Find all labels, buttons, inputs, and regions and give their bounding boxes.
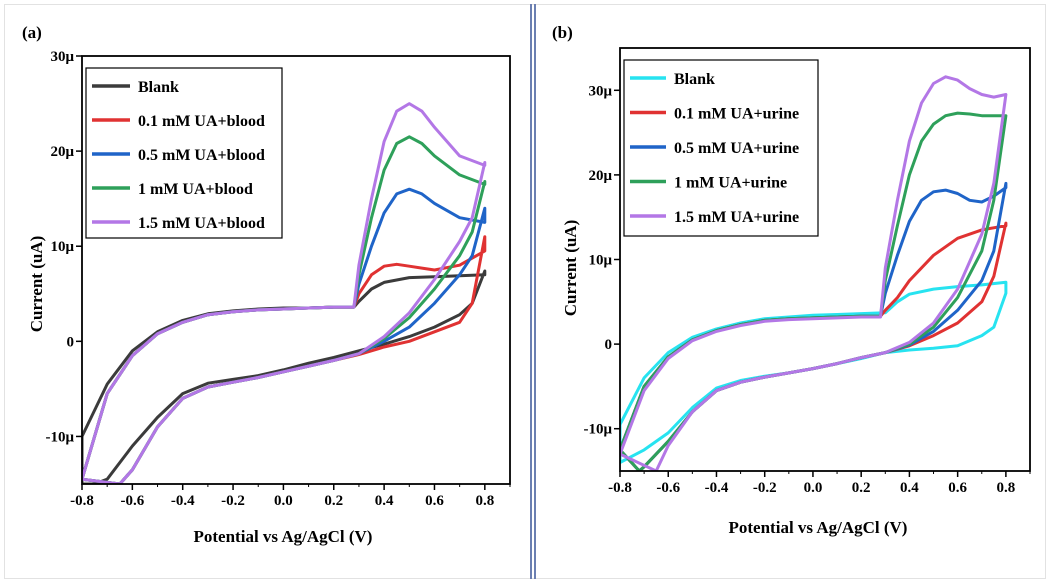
y-tick-label: 10μ (50, 239, 74, 255)
x-tick-label: -0.2 (221, 493, 245, 509)
legend-label: 0.5 mM UA+blood (138, 147, 265, 164)
plot-area: -0.8 -0.6 -0.4 -0.2 0.0 0.2 0.4 0.6 0.8 -10μ 0 10μ 2… (584, 47, 1031, 496)
y-tick-label: -10μ (46, 429, 75, 445)
legend-label: 1.5 mM UA+blood (138, 215, 265, 232)
y-tick-label: 10μ (588, 253, 612, 269)
x-tick-label: 0.8 (997, 480, 1016, 496)
legend-label: Blank (138, 79, 179, 96)
y-tick-label: 0 (605, 337, 613, 353)
x-tick-label: 0.0 (274, 493, 293, 509)
x-tick-label: 0.0 (804, 480, 823, 496)
x-tick-label: 0.2 (324, 493, 343, 509)
y-tick-label: 30μ (588, 83, 612, 99)
plot-area: -0.8 -0.6 -0.4 -0.2 0.0 0.2 0.4 0.6 0.8 -10μ 0 10μ 2… (46, 49, 511, 509)
x-tick-label: -0.8 (70, 493, 94, 509)
series-line-1 (620, 280, 1008, 464)
panel-divider (530, 4, 532, 579)
x-axis-title: Potential vs Ag/AgCl (V) (729, 518, 908, 537)
y-axis-title: Current (uA) (27, 236, 46, 332)
x-tick-label: -0.4 (705, 480, 729, 496)
panel-label: (a) (22, 23, 42, 42)
figure-frame (4, 4, 1046, 579)
y-tick-label: 20μ (50, 144, 74, 160)
y-tick-label: 0 (67, 334, 75, 350)
series-line-5 (620, 75, 1008, 471)
legend-label: 1 mM UA+urine (674, 175, 787, 192)
plot-frame (81, 55, 511, 485)
x-tick-label: -0.4 (171, 493, 195, 509)
x-tick-label: -0.6 (120, 493, 144, 509)
x-tick-label: 0.2 (852, 480, 871, 496)
y-tick-label: -10μ (584, 422, 613, 438)
y-tick-label: 30μ (50, 49, 74, 65)
chart-panel-b: (b) Current (uA) Potential vs Ag/AgCl (V… (552, 23, 1031, 537)
legend: Blank 0.1 mM UA+urine 0.5 mM UA+urine 1 mM … (623, 59, 819, 237)
x-tick-label: 0.6 (948, 480, 967, 496)
y-tick-label: 20μ (588, 168, 612, 184)
legend-label: 0.1 mM UA+blood (138, 113, 265, 130)
x-tick-label: -0.2 (753, 480, 777, 496)
legend-label: Blank (674, 71, 715, 88)
y-axis-title: Current (uA) (561, 220, 580, 316)
panel-label: (b) (552, 23, 573, 42)
legend-label: 1.5 mM UA+urine (674, 209, 799, 226)
legend-label: 0.1 mM UA+urine (674, 106, 799, 123)
panel-divider (534, 4, 536, 579)
x-tick-label: 0.4 (900, 480, 919, 496)
x-tick-label: -0.8 (608, 480, 632, 496)
x-tick-label: -0.6 (656, 480, 680, 496)
series-line-5 (82, 102, 487, 484)
x-tick-label: 0.8 (475, 493, 494, 509)
x-tick-label: 0.4 (375, 493, 394, 509)
legend-label: 1 mM UA+blood (138, 181, 253, 198)
x-tick-label: 0.6 (425, 493, 444, 509)
x-axis-title: Potential vs Ag/AgCl (V) (194, 527, 373, 546)
series-line-2 (82, 235, 487, 484)
legend-label: 0.5 mM UA+urine (674, 140, 799, 157)
legend: Blank 0.1 mM UA+blood 0.5 mM UA+blood 1 mM … (85, 67, 283, 239)
chart-panel-a: (a) Current (uA) Potential vs Ag/AgCl (V… (22, 23, 511, 546)
